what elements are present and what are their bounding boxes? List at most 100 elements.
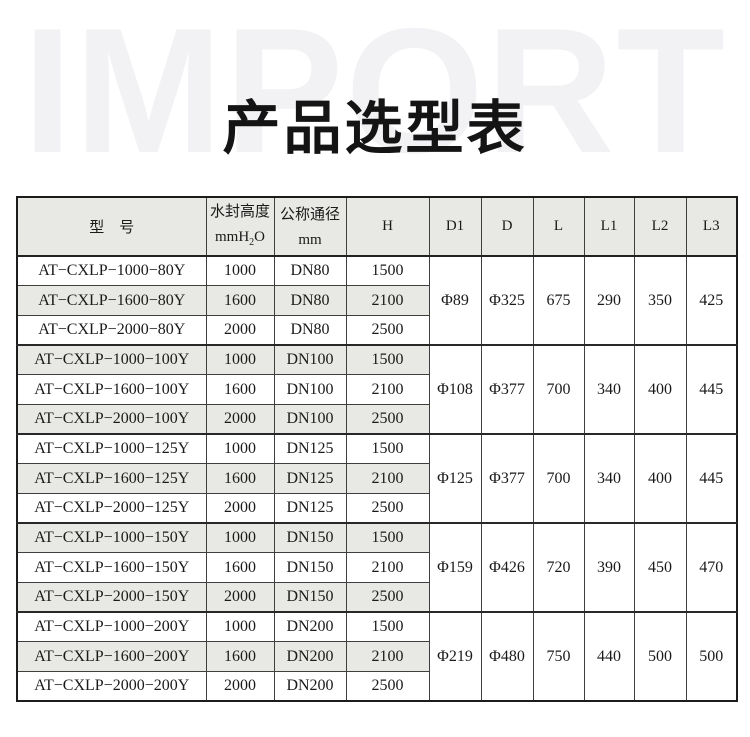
h-cell: 1500 (345, 344, 430, 376)
table-row: AT−CXLP−1000−80Y 1000 DN80 1500 Φ89 Φ325… (16, 256, 738, 346)
table-row: AT−CXLP−1600−100Y 1600 DN100 2100 (16, 374, 737, 405)
seal-height-cell: 1000 (205, 433, 275, 465)
d-cell: Φ377 (480, 433, 534, 524)
l-cell: 700 (532, 433, 585, 524)
product-selection-table: 型 号 水封高度 mmH2O 公称通径 mm H D1 D L L1 L2 (16, 196, 738, 703)
l3-cell: 445 (685, 433, 738, 524)
h-cell: 1500 (345, 522, 430, 554)
model-cell: AT−CXLP−1600−200Y (16, 641, 207, 673)
nominal-diameter-cell: DN80 (273, 256, 347, 287)
model-cell: AT−CXLP−2000−125Y (16, 493, 207, 524)
seal-height-cell: 1000 (205, 611, 275, 643)
l3-cell: 445 (685, 344, 738, 435)
h-cell: 1500 (345, 611, 430, 643)
l2-cell: 450 (633, 522, 687, 613)
model-cell: AT−CXLP−1000−200Y (16, 611, 207, 643)
model-cell: AT−CXLP−1000−80Y (16, 256, 207, 287)
table-row: AT−CXLP−2000−80Y 2000 DN80 2500 (16, 314, 737, 346)
header-d1: D1 (428, 196, 482, 257)
h-cell: 2100 (345, 374, 430, 405)
nominal-diameter-cell: DN200 (273, 641, 347, 673)
h-cell: 1500 (345, 256, 430, 287)
h-cell: 2500 (345, 582, 430, 613)
d1-cell: Φ125 (428, 433, 482, 524)
nominal-diameter-cell: DN150 (273, 522, 347, 554)
model-cell: AT−CXLP−1600−100Y (16, 374, 207, 405)
nominal-diameter-cell: DN150 (273, 582, 347, 613)
header-seal-height-unit: mmH2O (207, 229, 273, 251)
page-title: 产品选型表 (222, 95, 528, 161)
model-cell: AT−CXLP−2000−200Y (16, 671, 207, 702)
l-cell: 750 (532, 611, 585, 702)
l2-cell: 350 (633, 256, 687, 346)
model-cell: AT−CXLP−2000−80Y (16, 314, 207, 346)
model-cell: AT−CXLP−1000−150Y (16, 522, 207, 554)
nominal-diameter-cell: DN100 (273, 344, 347, 376)
model-cell: AT−CXLP−1600−125Y (16, 463, 207, 494)
model-cell: AT−CXLP−2000−150Y (16, 582, 207, 613)
l-cell: 700 (532, 344, 585, 435)
seal-height-cell: 1600 (205, 552, 275, 584)
seal-unit-suffix: O (254, 229, 265, 245)
table-row: AT−CXLP−2000−150Y 2000 DN150 2500 (16, 582, 737, 613)
nominal-diameter-cell: DN125 (273, 493, 347, 524)
table-row: AT−CXLP−1000−100Y 1000 DN100 1500 Φ108 Φ… (16, 344, 738, 435)
table-row: AT−CXLP−1600−80Y 1600 DN80 2100 (16, 285, 737, 316)
header-l2: L2 (633, 196, 687, 257)
nominal-diameter-cell: DN80 (273, 285, 347, 316)
header-model: 型 号 (16, 196, 207, 257)
seal-height-cell: 1000 (205, 344, 275, 376)
seal-height-cell: 2000 (205, 314, 275, 346)
table-row: AT−CXLP−1000−125Y 1000 DN125 1500 Φ125 Φ… (16, 433, 738, 524)
h-cell: 2100 (345, 641, 430, 673)
table-row: AT−CXLP−1600−200Y 1600 DN200 2100 (16, 641, 737, 673)
d-cell: Φ325 (480, 256, 534, 346)
seal-height-cell: 1600 (205, 374, 275, 405)
header-d: D (480, 196, 534, 257)
nominal-diameter-cell: DN150 (273, 552, 347, 584)
l2-cell: 400 (633, 344, 687, 435)
header-l1: L1 (583, 196, 635, 257)
header-nominal-diameter-label: 公称通径 (279, 207, 340, 223)
model-cell: AT−CXLP−1000−100Y (16, 344, 207, 376)
model-cell: AT−CXLP−1000−125Y (16, 433, 207, 465)
table-row: AT−CXLP−1000−150Y 1000 DN150 1500 Φ159 Φ… (16, 522, 738, 613)
d-cell: Φ426 (480, 522, 534, 613)
d-cell: Φ480 (480, 611, 534, 702)
seal-height-cell: 1600 (205, 463, 275, 494)
l-cell: 720 (532, 522, 585, 613)
seal-height-cell: 1600 (205, 641, 275, 673)
model-cell: AT−CXLP−1600−150Y (16, 552, 207, 584)
l1-cell: 440 (583, 611, 635, 702)
seal-height-cell: 1000 (205, 256, 275, 287)
seal-height-cell: 1000 (205, 522, 275, 554)
l3-cell: 500 (685, 611, 738, 702)
table-row: AT−CXLP−2000−200Y 2000 DN200 2500 (16, 671, 737, 702)
nominal-diameter-cell: DN100 (273, 374, 347, 405)
d1-cell: Φ219 (428, 611, 482, 702)
table-row: AT−CXLP−2000−125Y 2000 DN125 2500 (16, 493, 737, 524)
h-cell: 2100 (345, 463, 430, 494)
nominal-diameter-cell: DN200 (273, 671, 347, 702)
header-row: 型 号 水封高度 mmH2O 公称通径 mm H D1 D L L1 L2 (16, 196, 738, 257)
model-cell: AT−CXLP−2000−100Y (16, 403, 207, 435)
h-cell: 2100 (345, 552, 430, 584)
h-cell: 2500 (345, 403, 430, 435)
h-cell: 2500 (345, 493, 430, 524)
l3-cell: 470 (685, 522, 738, 613)
h-cell: 2100 (345, 285, 430, 316)
d1-cell: Φ89 (428, 256, 482, 346)
seal-height-cell: 2000 (205, 671, 275, 702)
header-nominal-diameter-unit: mm (298, 232, 322, 248)
l1-cell: 340 (583, 344, 635, 435)
nominal-diameter-cell: DN200 (273, 611, 347, 643)
header-nominal-diameter: 公称通径 mm (273, 196, 347, 257)
seal-unit-prefix: mmH (214, 229, 250, 245)
l3-cell: 425 (685, 256, 738, 346)
l2-cell: 400 (633, 433, 687, 524)
seal-height-cell: 2000 (205, 493, 275, 524)
l-cell: 675 (532, 256, 585, 346)
model-cell: AT−CXLP−1600−80Y (16, 285, 207, 316)
l1-cell: 340 (583, 433, 635, 524)
header-l3: L3 (685, 196, 738, 257)
